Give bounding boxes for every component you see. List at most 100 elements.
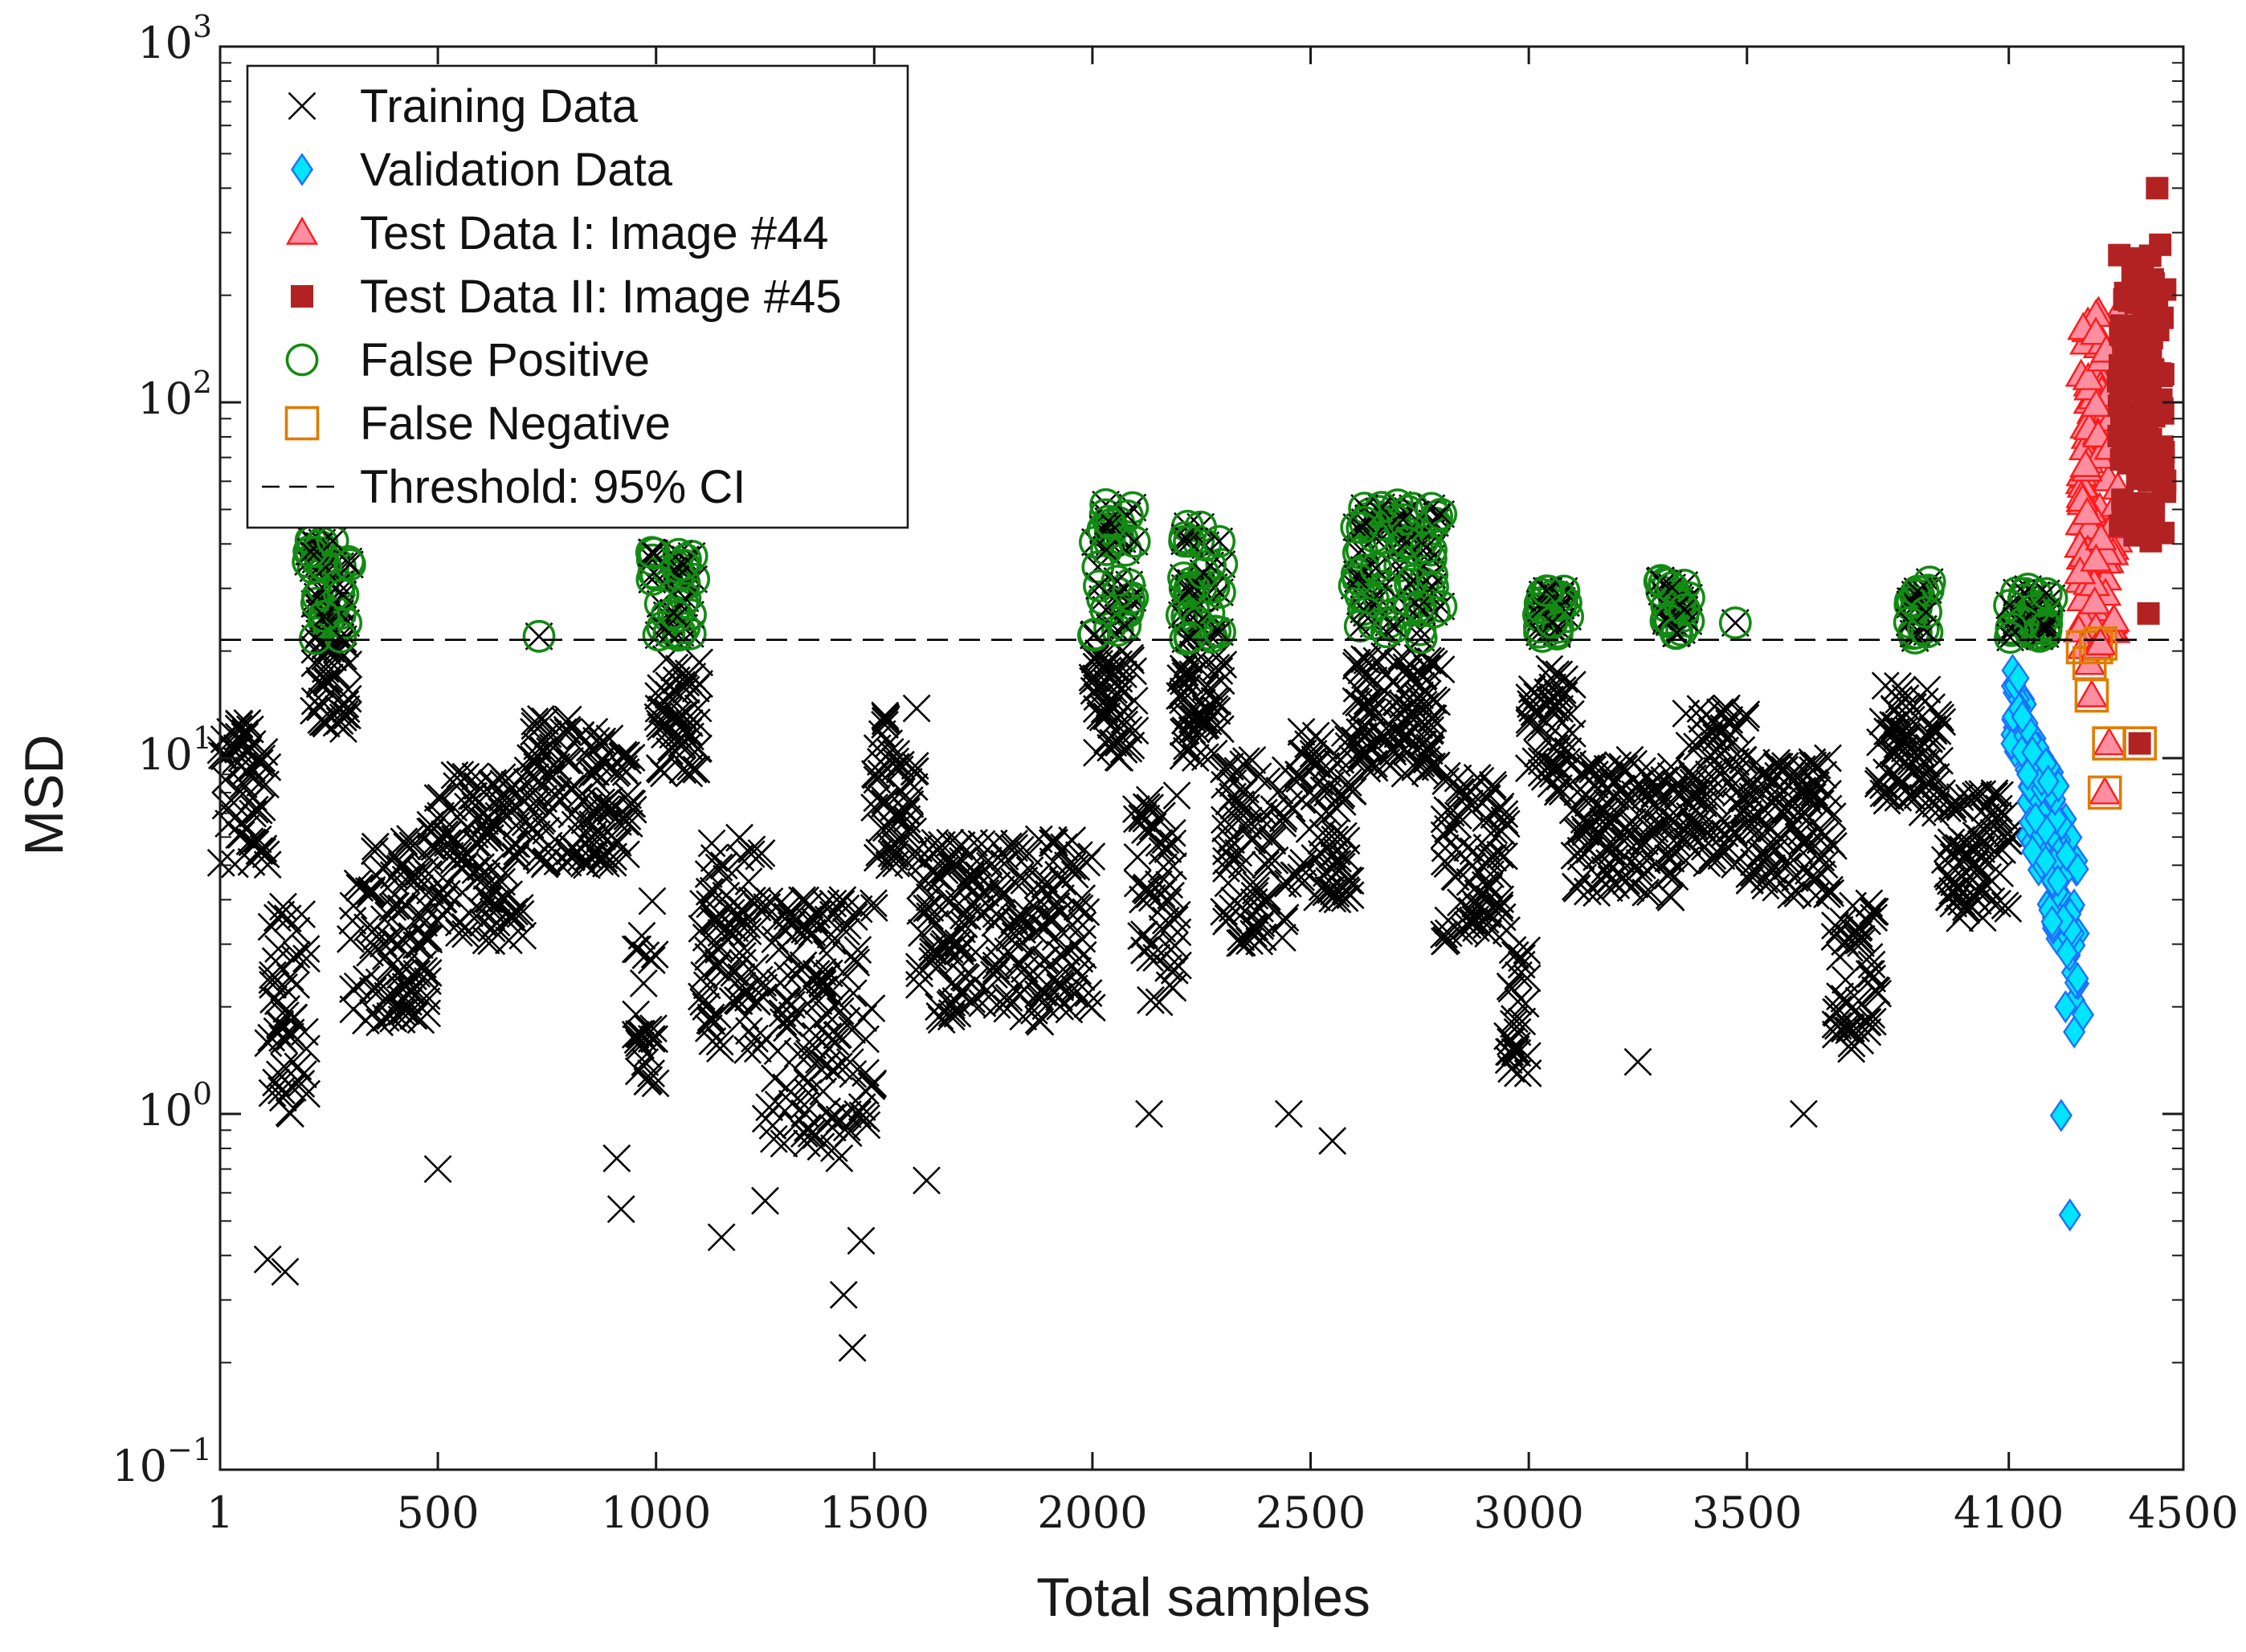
training-data-point <box>270 973 298 1001</box>
training-data-point <box>1815 875 1844 904</box>
training-data-point <box>1064 957 1092 985</box>
training-data-point <box>967 830 996 859</box>
false-positive-marker <box>661 600 694 633</box>
training-data-point <box>247 744 276 773</box>
training-data-point <box>1689 782 1718 811</box>
training-data-point <box>1490 842 1518 871</box>
training-data-point <box>1563 818 1592 846</box>
training-data-point <box>674 717 703 746</box>
false-positive-marker <box>1378 610 1412 644</box>
training-data-point <box>416 818 444 846</box>
training-data-point <box>1736 866 1764 895</box>
training-data-point <box>759 1124 788 1153</box>
training-data-point <box>1231 793 1260 822</box>
false-positive-marker <box>1410 531 1443 565</box>
training-data-point <box>566 721 594 750</box>
training-data-point <box>1093 656 1122 684</box>
false-positive-marker <box>1910 615 1944 649</box>
training-data-point <box>601 759 630 788</box>
training-data-point <box>525 622 553 651</box>
training-data-point <box>1953 841 1982 869</box>
training-data-point <box>1145 829 1174 857</box>
training-data-point <box>675 759 704 788</box>
training-data-point <box>863 784 892 813</box>
training-data-point <box>1239 887 1268 916</box>
training-data-point <box>1078 663 1107 692</box>
training-data-point <box>414 967 442 995</box>
training-data-point <box>1382 687 1411 716</box>
training-data-point <box>1085 649 1114 678</box>
training-data-point <box>1392 528 1421 557</box>
legend-swatch <box>285 216 319 245</box>
false-positive-marker <box>1203 615 1236 649</box>
training-data-point <box>1763 828 1792 857</box>
training-data-point <box>900 757 929 786</box>
training-data-point <box>1320 877 1348 906</box>
test-data-1-point <box>2073 647 2106 675</box>
training-data-point <box>1486 792 1515 821</box>
training-data-point <box>313 668 341 697</box>
training-data-point <box>918 933 947 961</box>
training-data-point <box>1109 735 1138 764</box>
test-data-2-point <box>2108 243 2131 267</box>
training-data-point <box>1238 746 1267 774</box>
legend-entry-label: Threshold: 95% CI <box>360 461 745 513</box>
training-data-point <box>303 537 331 566</box>
training-data-point <box>1630 777 1659 806</box>
training-data-point <box>247 793 276 822</box>
training-data-point <box>1132 793 1161 822</box>
training-data-point <box>753 892 782 921</box>
training-data-point <box>1456 789 1484 818</box>
training-data-point <box>1476 860 1505 888</box>
training-data-point <box>416 876 444 905</box>
training-data-point <box>1729 745 1758 774</box>
training-data-point <box>651 710 680 739</box>
training-data-point <box>1616 848 1645 877</box>
training-data-point <box>1092 536 1121 564</box>
legend-swatch <box>290 153 314 186</box>
training-data-point <box>790 1091 819 1120</box>
training-data-point <box>1826 942 1854 971</box>
training-data-point <box>868 814 896 842</box>
training-data-point <box>696 1003 725 1032</box>
training-data-point <box>1587 866 1616 895</box>
false-positive-marker <box>2017 593 2050 626</box>
training-data-point <box>721 914 749 943</box>
training-data-point <box>1055 995 1084 1024</box>
training-data-point <box>1823 998 1852 1027</box>
training-data-point <box>582 767 611 795</box>
training-data-point <box>1227 850 1256 879</box>
training-data-point <box>1240 912 1269 941</box>
training-data-point <box>1175 623 1204 652</box>
training-data-point <box>719 888 748 917</box>
false-positive-marker <box>666 586 700 619</box>
training-data-point <box>808 969 837 997</box>
training-data-point <box>570 849 598 878</box>
training-data-point <box>1175 527 1203 556</box>
training-data-point <box>1789 1099 1818 1128</box>
training-data-point <box>699 876 728 905</box>
training-data-point <box>1795 856 1823 885</box>
training-data-point <box>602 1144 631 1173</box>
training-data-point <box>1958 832 1987 861</box>
training-data-point <box>1211 770 1239 799</box>
training-data-point <box>952 872 981 901</box>
training-data-point <box>945 889 974 918</box>
training-data-point <box>844 895 873 924</box>
training-data-point <box>333 684 362 713</box>
training-data-point <box>1189 559 1218 588</box>
training-data-point <box>1468 879 1496 908</box>
training-data-point <box>839 1059 868 1088</box>
training-data-point <box>871 703 900 732</box>
training-data-point <box>871 789 899 818</box>
training-data-point <box>1155 971 1184 1000</box>
training-data-point <box>237 847 266 876</box>
training-data-point <box>832 917 860 946</box>
training-data-point <box>572 740 601 769</box>
training-data-point <box>1543 777 1572 806</box>
training-data-point <box>729 977 758 1006</box>
training-data-point <box>1119 657 1148 686</box>
false-negative-marker <box>2122 726 2157 761</box>
training-data-point <box>1670 595 1699 624</box>
false-positive-marker <box>294 535 328 569</box>
